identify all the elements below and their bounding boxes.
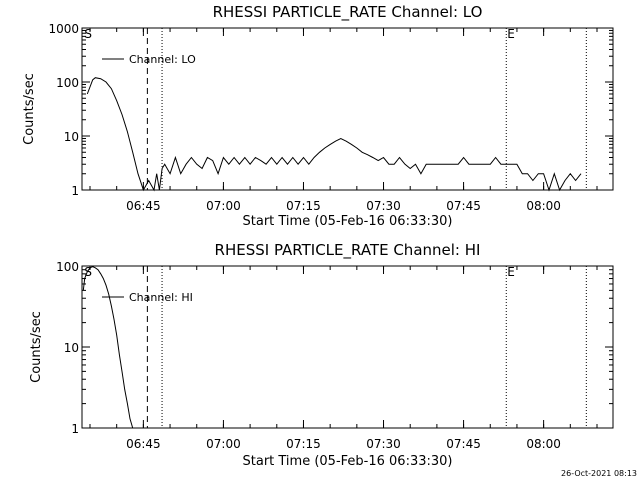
y-tick-label: 100 <box>56 260 79 274</box>
y-tick-label: 100 <box>56 76 79 90</box>
y-tick-label: 1 <box>71 422 79 436</box>
footer-timestamp: 26-Oct-2021 08:13 <box>561 469 637 478</box>
marker-s: S <box>84 265 92 279</box>
x-axis-label: Start Time (05-Feb-16 06:33:30) <box>243 214 453 229</box>
marker-e: E <box>507 27 515 41</box>
plot-frame <box>81 27 614 191</box>
y-tick-label: 1000 <box>48 22 79 36</box>
x-tick-label: 07:45 <box>446 437 481 451</box>
chart-title: RHESSI PARTICLE_RATE Channel: LO <box>213 3 483 22</box>
y-axis-label: Counts/sec <box>22 73 37 145</box>
x-tick-label: 07:30 <box>366 437 401 451</box>
y-tick-label: 10 <box>64 341 79 355</box>
x-tick-label: 06:45 <box>126 437 161 451</box>
marker-s: S <box>84 27 92 41</box>
legend-label: Channel: HI <box>129 291 193 304</box>
x-tick-label: 07:30 <box>366 199 401 213</box>
x-tick-label: 07:45 <box>446 199 481 213</box>
legend-label: Channel: LO <box>129 53 196 66</box>
x-tick-label: 07:00 <box>206 199 241 213</box>
x-tick-label: 08:00 <box>526 437 561 451</box>
series-line <box>82 266 134 429</box>
x-axis-label: Start Time (05-Feb-16 06:33:30) <box>243 454 453 469</box>
marker-e: E <box>507 265 515 279</box>
y-tick-label: 1 <box>71 184 79 198</box>
x-tick-label: 07:15 <box>286 437 321 451</box>
x-tick-label: 07:00 <box>206 437 241 451</box>
chart-title: RHESSI PARTICLE_RATE Channel: HI <box>215 241 481 260</box>
y-tick-label: 10 <box>64 130 79 144</box>
y-axis-label: Counts/sec <box>29 311 44 383</box>
x-tick-label: 07:15 <box>286 199 321 213</box>
x-tick-label: 08:00 <box>526 199 561 213</box>
series-line <box>86 77 582 192</box>
x-tick-label: 06:45 <box>126 199 161 213</box>
